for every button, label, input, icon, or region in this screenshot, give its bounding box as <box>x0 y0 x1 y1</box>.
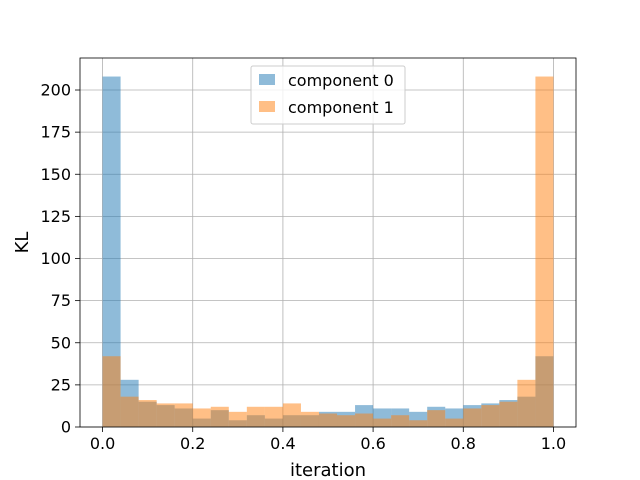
bar-component-1 <box>282 403 301 427</box>
bar-component-1 <box>355 413 374 427</box>
bar-component-1 <box>102 356 121 427</box>
bar-component-1 <box>138 400 157 427</box>
bar-component-1 <box>156 403 175 427</box>
bar-component-1 <box>228 411 247 427</box>
x-tick-label: 1.0 <box>541 434 566 453</box>
bar-component-1 <box>337 415 356 427</box>
x-tick-label: 0.8 <box>451 434 476 453</box>
x-tick-label: 0.2 <box>180 434 205 453</box>
legend-label-component-0: component 0 <box>288 71 394 90</box>
bar-component-0 <box>102 76 121 428</box>
bar-component-1 <box>391 415 410 427</box>
legend-box <box>250 65 406 125</box>
bar-component-1 <box>300 411 319 427</box>
bar-component-1 <box>445 418 464 427</box>
bar-component-1 <box>174 403 193 427</box>
x-axis-label: iteration <box>290 460 366 480</box>
y-tick-label: 175 <box>40 123 71 142</box>
bar-component-1 <box>427 410 446 427</box>
x-tick-label: 0.6 <box>360 434 385 453</box>
plot-frame <box>79 57 577 428</box>
x-tick-label: 0.0 <box>90 434 115 453</box>
bar-component-1 <box>499 401 518 427</box>
bar-component-1 <box>318 413 338 427</box>
legend-swatch-component-0 <box>259 74 275 85</box>
bar-component-1 <box>481 405 500 427</box>
y-tick-label: 0 <box>61 418 71 437</box>
x-tick-label: 0.4 <box>270 434 295 453</box>
bar-component-1 <box>373 418 392 427</box>
legend: component 0 component 1 <box>250 65 406 125</box>
y-axis-label: KL <box>12 232 33 254</box>
bar-component-1 <box>210 406 229 427</box>
y-tick-label: 75 <box>51 291 71 310</box>
y-tick-label: 100 <box>40 249 71 268</box>
y-tick-label: 50 <box>51 333 71 352</box>
bar-component-1 <box>246 406 265 427</box>
y-tick-label: 125 <box>40 207 71 226</box>
bar-component-1 <box>463 408 482 427</box>
histogram-bars <box>102 76 554 428</box>
series-1 <box>102 76 554 428</box>
y-tick-label: 25 <box>51 375 71 394</box>
bar-component-1 <box>535 76 554 428</box>
bar-component-1 <box>517 379 536 427</box>
bar-component-1 <box>120 396 139 427</box>
series-0 <box>102 76 554 428</box>
bar-component-1 <box>409 420 428 427</box>
legend-label-component-1: component 1 <box>288 98 394 117</box>
axis-ticks: 0.0 0.2 0.4 0.6 0.8 1.0 0 25 50 75 100 125 150 175 200 <box>40 81 566 453</box>
legend-swatch-component-1 <box>259 101 275 112</box>
bar-component-1 <box>192 408 211 427</box>
y-tick-label: 150 <box>40 165 71 184</box>
y-tick-label: 200 <box>40 81 71 100</box>
bar-component-1 <box>264 406 283 427</box>
